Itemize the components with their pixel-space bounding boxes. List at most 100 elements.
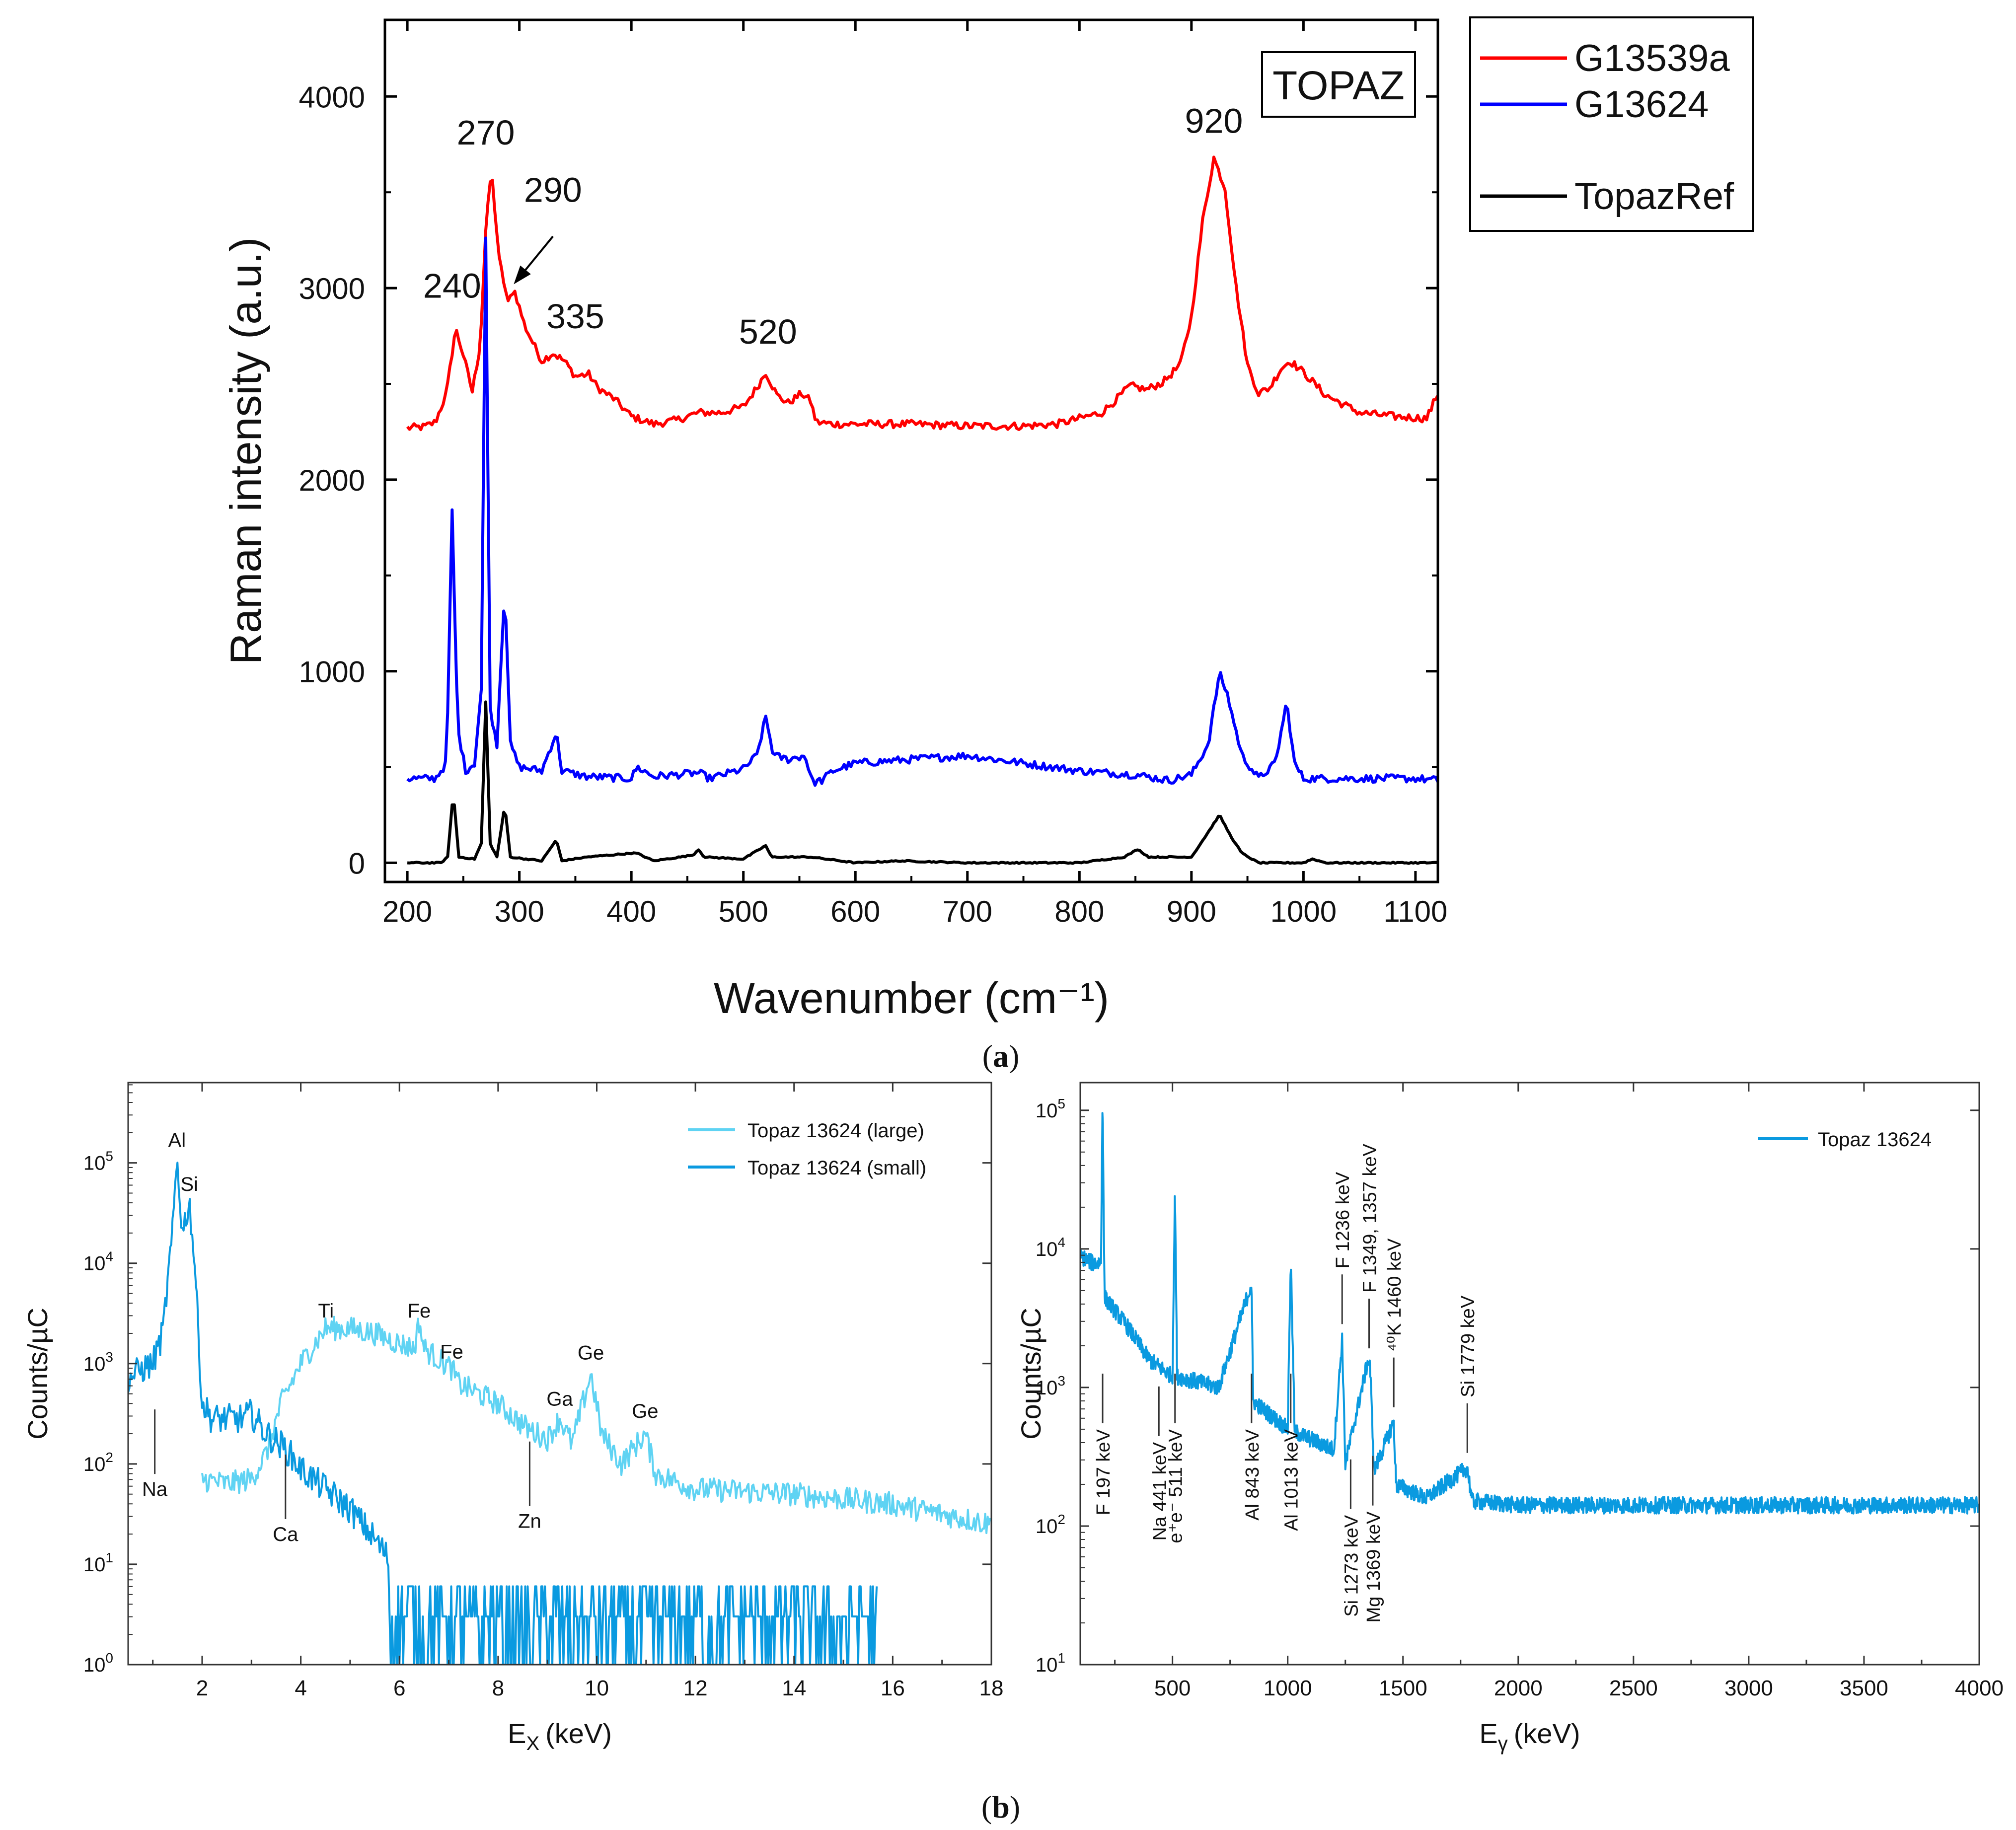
pixe-annotation-ti: Ti <box>318 1300 334 1322</box>
pixe-y-tick-label: 105 <box>83 1149 113 1174</box>
raman-y-tick-label: 2000 <box>299 464 365 497</box>
pixe-y-tick-label: 102 <box>83 1450 113 1475</box>
raman-peak-label-240: 240 <box>423 266 481 305</box>
raman-series-group <box>406 155 1438 865</box>
pige-plot-frame <box>1079 1082 1980 1666</box>
pige-annotation-label: Mg 1369 keV <box>1363 1511 1384 1623</box>
topaz-label-box: TOPAZ <box>1261 51 1416 118</box>
raman-x-tick-label: 1000 <box>1270 895 1337 928</box>
raman-arrow-290 <box>523 235 554 273</box>
pige-annotation-label: ⁴⁰K 1460 keV <box>1384 1238 1405 1352</box>
raman-y-tick-label: 0 <box>349 847 365 880</box>
pixe-annotation-ca: Ca <box>273 1524 299 1545</box>
pixe-x-tick-label: 6 <box>393 1676 405 1700</box>
pixe-x-tick-label: 2 <box>196 1676 208 1700</box>
raman-peak-label-920: 920 <box>1185 102 1243 141</box>
pige-annotation-label: Si 1779 keV <box>1458 1295 1479 1397</box>
pixe-annotation-na: Na <box>142 1478 168 1500</box>
raman-arrow-head <box>514 265 531 285</box>
pixe-element-annotations: Al Si Ti Fe Fe Ga Ge Ge Na Ca Zn <box>142 1129 658 1545</box>
pige-x-tick-label: 3500 <box>1840 1676 1888 1700</box>
pige-y-tick-label: 101 <box>1036 1650 1065 1676</box>
pixe-series-group <box>128 1162 991 1665</box>
caption-b: (b) <box>981 1789 1020 1825</box>
pixe-y-axis-label: Counts/µC <box>22 1308 53 1440</box>
pige-annotation-label: F 197 keV <box>1093 1429 1114 1515</box>
pixe-y-tick-label: 101 <box>83 1550 113 1576</box>
raman-chart: 200 300 400 500 600 700 800 900 1000 1100 0 1000 200… <box>221 16 1754 1023</box>
pige-y-axis-label: Counts/µC <box>1015 1308 1046 1440</box>
pige-annotation-label: Na 441 keV <box>1149 1442 1170 1540</box>
pixe-annotation-fe: Fe <box>440 1341 463 1363</box>
pixe-x-tick-label: 8 <box>492 1676 504 1700</box>
raman-x-axis-label: Wavenumber (cm⁻¹) <box>714 973 1109 1023</box>
pige-x-tick-label: 1500 <box>1379 1676 1427 1700</box>
pixe-y-tick-label: 103 <box>83 1349 113 1375</box>
pixe-series-large <box>201 1316 991 1535</box>
pixe-chart: 2 4 6 8 10 12 14 16 18 100 101 102 103 104 105 Al Si Ti F… <box>22 1082 1004 1755</box>
pige-series-topaz13624 <box>1080 1112 1979 1515</box>
pige-y-tick-label: 102 <box>1036 1512 1065 1537</box>
legend-label-large: Topaz 13624 (large) <box>747 1120 924 1142</box>
raman-series-g13539a <box>406 155 1438 432</box>
raman-x-tick-label: 700 <box>943 895 992 928</box>
pixe-legend: Topaz 13624 (large) Topaz 13624 (small) <box>688 1120 926 1179</box>
raman-series-topazref <box>407 700 1438 865</box>
raman-x-tick-label: 500 <box>719 895 768 928</box>
pige-x-tick-label: 1000 <box>1264 1676 1312 1700</box>
raman-peak-label-290: 290 <box>524 170 582 209</box>
raman-y-tick-label: 1000 <box>299 656 365 689</box>
pixe-annotation-si: Si <box>180 1173 198 1195</box>
pige-y-tick-label: 103 <box>1036 1373 1065 1399</box>
pige-annotation-label: e⁺e⁻ 511 keV <box>1166 1429 1187 1543</box>
pige-x-tick-label: 500 <box>1154 1676 1191 1700</box>
raman-peak-label-335: 335 <box>546 297 604 336</box>
topaz-label: TOPAZ <box>1272 63 1405 108</box>
pige-x-tick-label: 3000 <box>1724 1676 1773 1700</box>
raman-x-tick-label: 300 <box>495 895 544 928</box>
raman-legend: G13539a G13624 TopazRef <box>1469 16 1754 232</box>
legend-label-small: Topaz 13624 (small) <box>747 1157 926 1179</box>
pige-annotation-label: Si 1273 keV <box>1341 1515 1362 1617</box>
raman-series-g13624 <box>406 236 1438 787</box>
raman-axis-ticks: 200 300 400 500 600 700 800 900 1000 1100 0 1000 200… <box>299 20 1447 928</box>
pixe-annotation-fe: Fe <box>408 1300 431 1322</box>
pixe-annotation-ge: Ge <box>632 1400 658 1422</box>
raman-peak-label-520: 520 <box>739 312 797 351</box>
pige-annotation-label: F 1349, 1357 keV <box>1360 1143 1381 1293</box>
pixe-x-tick-label: 4 <box>295 1676 306 1700</box>
legend-label-g13539a: G13539a <box>1574 37 1730 79</box>
raman-x-tick-label: 600 <box>830 895 880 928</box>
pige-y-tick-label: 105 <box>1036 1096 1065 1122</box>
raman-peak-label-270: 270 <box>457 113 515 152</box>
legend-label-topazref: TopazRef <box>1574 175 1734 218</box>
raman-x-tick-label: 900 <box>1167 895 1216 928</box>
pixe-axis-ticks: 2 4 6 8 10 12 14 16 18 100 101 102 103 104 105 <box>83 1083 1004 1700</box>
pige-legend: Topaz 13624 <box>1758 1129 1932 1151</box>
raman-x-tick-label: 200 <box>382 895 432 928</box>
pige-axis-ticks: 500 1000 1500 2000 2500 3000 3500 4000 101 102 103… <box>1036 1083 2004 1700</box>
pige-x-tick-label: 4000 <box>1955 1676 2004 1700</box>
legend-label-g13624: G13624 <box>1574 83 1709 126</box>
pige-y-tick-label: 104 <box>1036 1235 1065 1260</box>
legend-label-topaz13624: Topaz 13624 <box>1818 1129 1932 1151</box>
pige-annotation-label: Al 1013 keV <box>1281 1429 1302 1531</box>
pixe-x-tick-label: 16 <box>881 1676 905 1700</box>
pixe-annotation-al: Al <box>168 1129 186 1151</box>
pixe-annotation-ge: Ge <box>578 1342 604 1364</box>
pige-chart: 500 1000 1500 2000 2500 3000 3500 4000 101 102 103… <box>1015 1082 2004 1755</box>
raman-y-tick-label: 4000 <box>299 80 365 114</box>
pixe-y-tick-label: 104 <box>83 1249 113 1275</box>
pixe-x-axis-label: EX (keV) <box>508 1718 612 1755</box>
pixe-x-tick-label: 18 <box>979 1676 1004 1700</box>
pixe-x-tick-label: 14 <box>782 1676 806 1700</box>
pige-series-group <box>1080 1112 1979 1515</box>
caption-a: (a) <box>982 1038 1020 1074</box>
pige-x-tick-label: 2500 <box>1609 1676 1658 1700</box>
pixe-x-tick-label: 10 <box>585 1676 609 1700</box>
pige-x-tick-label: 2000 <box>1494 1676 1543 1700</box>
pige-annotation-label: Al 843 keV <box>1242 1429 1263 1520</box>
